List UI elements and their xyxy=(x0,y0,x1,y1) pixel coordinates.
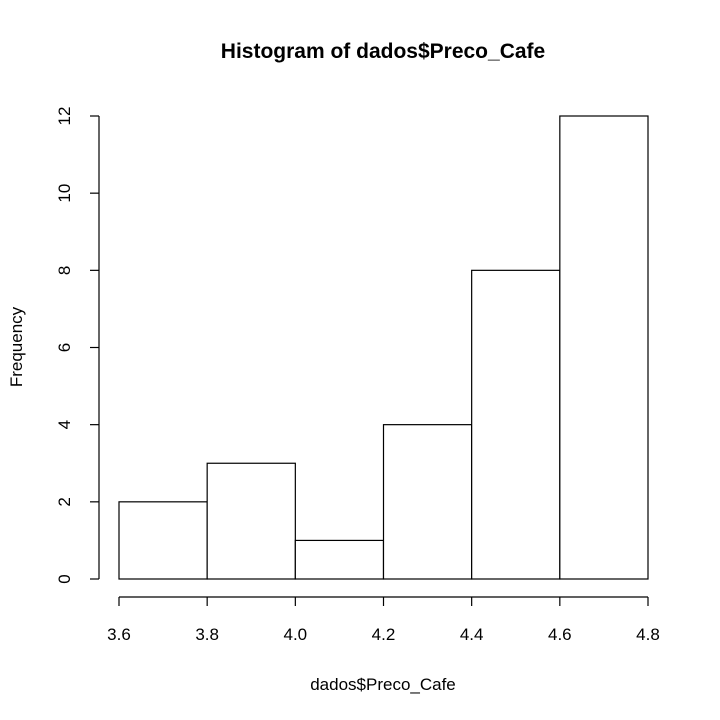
x-tick-label: 3.8 xyxy=(195,625,219,644)
x-tick-label: 4.0 xyxy=(284,625,308,644)
chart-title: Histogram of dados$Preco_Cafe xyxy=(221,40,545,63)
y-tick-label: 2 xyxy=(55,497,74,506)
y-axis: 0 2 4 6 8 10 12 xyxy=(55,107,100,584)
histogram-bar-5 xyxy=(559,115,649,580)
histogram-bar-4 xyxy=(471,269,561,580)
y-tick-label: 8 xyxy=(55,266,74,275)
x-axis: 3.6 3.8 4.0 4.2 4.4 4.6 4.8 xyxy=(107,596,660,644)
x-tick-label: 4.6 xyxy=(548,625,572,644)
y-tick-label: 6 xyxy=(55,343,74,352)
x-tick-label: 3.6 xyxy=(107,625,131,644)
y-tick-label: 4 xyxy=(55,420,74,429)
x-tick-label: 4.2 xyxy=(372,625,396,644)
y-tick-label: 10 xyxy=(55,184,74,203)
histogram-bars xyxy=(118,115,649,580)
x-tick-label: 4.4 xyxy=(460,625,484,644)
y-axis-label: Frequency xyxy=(7,306,26,387)
y-tick-label: 12 xyxy=(55,107,74,126)
y-tick-label: 0 xyxy=(55,574,74,583)
histogram-bar-0 xyxy=(118,501,208,580)
x-tick-label: 4.8 xyxy=(636,625,660,644)
histogram-bar-1 xyxy=(206,462,296,580)
histogram-bar-3 xyxy=(382,424,473,580)
histogram-bar-2 xyxy=(294,539,385,580)
x-axis-label: dados$Preco_Cafe xyxy=(310,675,456,694)
